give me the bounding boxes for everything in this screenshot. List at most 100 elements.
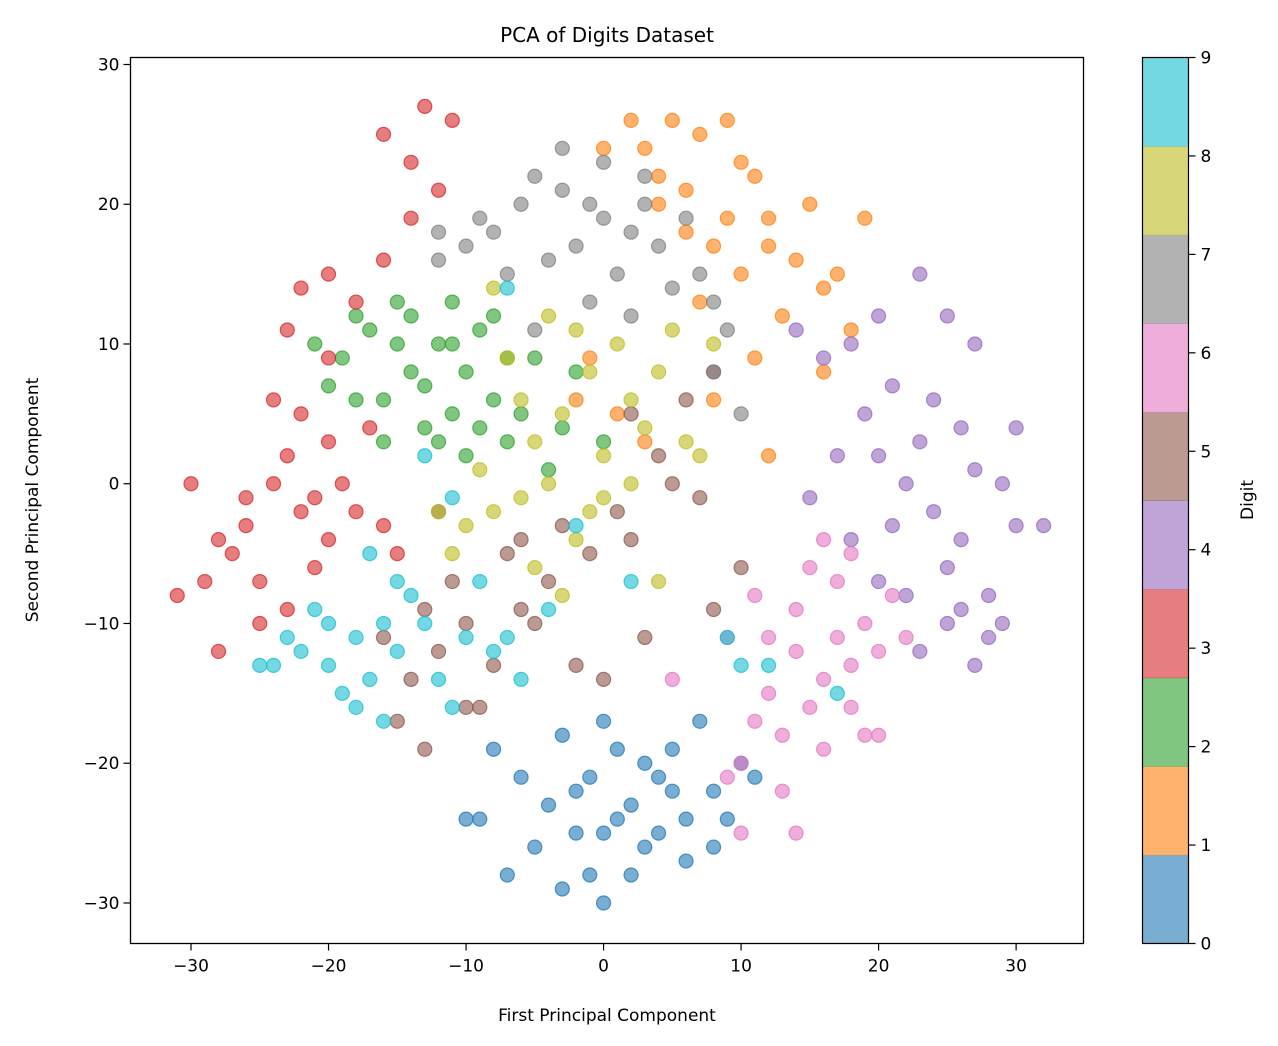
point-digit-8 (623, 392, 639, 408)
point-digit-7 (568, 238, 584, 254)
x-tick-label: −30 (173, 957, 209, 977)
point-digit-2 (430, 336, 447, 352)
point-digit-3 (265, 476, 282, 492)
point-digit-2 (568, 364, 584, 380)
point-digit-3 (169, 587, 185, 604)
point-digit-5 (375, 629, 392, 646)
x-tick-label: 20 (868, 957, 890, 977)
point-digit-5 (417, 741, 433, 757)
point-digit-3 (197, 573, 213, 590)
point-digit-0 (485, 741, 502, 757)
point-digit-1 (774, 308, 790, 324)
point-digit-5 (637, 629, 653, 646)
point-digit-0 (554, 727, 570, 743)
point-digit-3 (307, 559, 323, 576)
point-digit-9 (623, 573, 639, 590)
point-digit-9 (417, 448, 433, 464)
point-digit-2 (485, 308, 502, 324)
point-digit-5 (623, 532, 639, 548)
point-digit-8 (595, 448, 612, 464)
point-digit-4 (1008, 420, 1024, 436)
colorbar-segment-7 (1142, 234, 1189, 324)
point-digit-8 (568, 532, 584, 548)
point-digit-3 (252, 615, 268, 632)
y-axis-label: Second Principal Component (23, 377, 43, 622)
point-digit-6 (774, 783, 790, 799)
point-digit-2 (499, 434, 515, 450)
point-digit-6 (802, 699, 818, 715)
point-digit-1 (747, 350, 763, 366)
point-digit-4 (870, 573, 887, 590)
point-digit-6 (870, 643, 887, 660)
point-digit-2 (403, 364, 419, 380)
point-digit-4 (939, 308, 955, 324)
point-digit-3 (307, 490, 323, 506)
point-digit-7 (733, 406, 749, 422)
colorbar-segment-5 (1142, 411, 1189, 501)
point-digit-6 (829, 629, 845, 646)
point-digit-6 (747, 587, 763, 604)
point-digit-0 (609, 811, 625, 827)
point-digit-0 (719, 811, 735, 827)
point-digit-1 (719, 112, 735, 128)
chart-title: PCA of Digits Dataset (500, 23, 714, 47)
point-digit-6 (815, 671, 832, 687)
point-digit-6 (733, 755, 749, 771)
point-digit-1 (623, 112, 639, 128)
point-digit-2 (348, 308, 364, 324)
y-tick-label: 20 (98, 195, 120, 215)
point-digit-2 (389, 294, 405, 310)
point-digit-9 (389, 643, 405, 660)
point-digit-1 (678, 224, 694, 240)
point-digit-1 (747, 168, 763, 184)
point-digit-2 (417, 378, 433, 394)
point-digit-8 (637, 420, 653, 436)
point-digit-5 (582, 546, 598, 562)
point-digit-6 (788, 643, 804, 660)
point-digit-3 (334, 476, 350, 492)
point-digit-8 (444, 546, 460, 562)
point-digit-5 (554, 518, 570, 534)
point-digit-5 (513, 532, 529, 548)
point-digit-6 (760, 629, 777, 646)
point-digit-7 (513, 196, 529, 212)
point-digit-1 (637, 434, 653, 450)
point-digit-3 (389, 546, 405, 562)
point-digit-1 (815, 280, 832, 296)
point-digit-7 (430, 224, 447, 240)
point-digit-8 (513, 490, 529, 506)
point-digit-2 (458, 364, 474, 380)
point-digit-8 (527, 559, 543, 576)
point-digit-4 (994, 476, 1010, 492)
point-digit-4 (870, 308, 887, 324)
point-digit-5 (513, 601, 529, 618)
point-digit-5 (389, 713, 405, 729)
point-digit-5 (540, 573, 557, 590)
point-digit-7 (650, 238, 667, 254)
point-digit-7 (637, 168, 653, 184)
point-digit-9 (760, 657, 777, 674)
point-digit-5 (403, 671, 419, 687)
point-digit-2 (527, 350, 543, 366)
colorbar-segment-2 (1142, 677, 1189, 767)
point-digit-4 (898, 476, 914, 492)
point-digit-5 (595, 671, 612, 687)
point-digit-7 (527, 322, 543, 338)
point-digit-0 (678, 811, 694, 827)
point-digit-4 (870, 448, 887, 464)
point-digit-1 (664, 112, 680, 128)
point-digit-0 (664, 741, 680, 757)
point-digit-0 (747, 769, 763, 785)
point-digit-8 (705, 336, 722, 352)
point-digit-8 (568, 322, 584, 338)
point-digit-6 (815, 741, 832, 757)
point-digit-3 (348, 504, 364, 520)
point-digit-8 (609, 336, 625, 352)
point-digit-6 (857, 727, 873, 743)
point-digit-8 (527, 434, 543, 450)
point-digit-7 (692, 266, 708, 282)
colorbar-tick-label: 9 (1201, 49, 1212, 69)
point-digit-7 (430, 252, 447, 268)
point-digit-6 (788, 601, 804, 618)
point-digit-2 (444, 406, 460, 422)
